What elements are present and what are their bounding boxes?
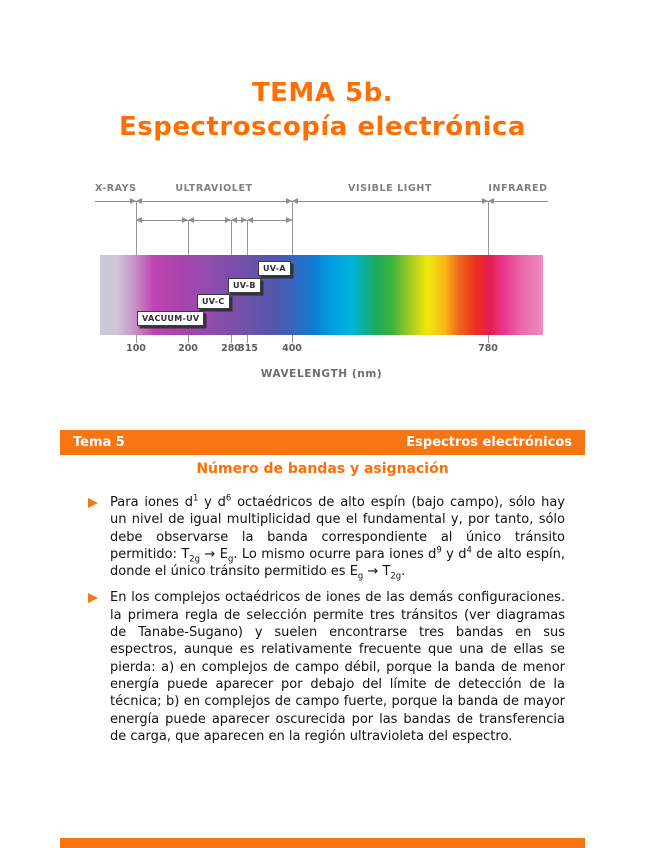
section-heading: Número de bandas y asignación xyxy=(196,461,449,477)
tick-280: 280 xyxy=(221,343,241,354)
arrowhead-icon xyxy=(188,217,194,223)
bullet-paragraph-2: En los complejos octaédricos de iones de… xyxy=(88,589,565,745)
arrowhead-icon xyxy=(136,198,142,204)
page-title-line2: Espectroscopía electrónica xyxy=(119,112,526,142)
arrowhead-icon xyxy=(488,198,494,204)
arrowhead-icon xyxy=(241,217,247,223)
region-label-infrared: INFRARED xyxy=(488,183,548,194)
region-label-xrays: X-RAYS xyxy=(95,183,137,194)
tick-200: 200 xyxy=(178,343,198,354)
bullet-triangle-icon xyxy=(88,498,98,508)
xrays-range-arrow xyxy=(95,198,136,204)
next-page-header-strip xyxy=(60,838,585,848)
page-title: TEMA 5b. Espectroscopía electrónica xyxy=(0,76,645,144)
arrowhead-icon xyxy=(182,217,188,223)
infrared-range-arrow xyxy=(488,198,548,204)
arrowhead-icon xyxy=(225,217,231,223)
arrowhead-icon xyxy=(292,198,298,204)
arrowhead-icon xyxy=(286,217,292,223)
uvc-range-arrow xyxy=(188,217,231,223)
region-label-visible: VISIBLE LIGHT xyxy=(348,183,432,194)
band-label-uv-a: UV-A xyxy=(258,261,291,276)
section-bar-left-label: Tema 5 xyxy=(73,435,125,450)
arrowhead-icon xyxy=(247,217,253,223)
bullet-text-1: Para iones d1 y d6 octaédricos de alto e… xyxy=(110,492,566,581)
section-header-bar: Tema 5 Espectros electrónicos xyxy=(60,430,585,455)
uva-range-arrow xyxy=(247,217,292,223)
tick-315: 315 xyxy=(238,343,258,354)
uvb-range-arrow xyxy=(231,217,247,223)
tick-400: 400 xyxy=(282,343,302,354)
region-label-ultraviolet: ULTRAVIOLET xyxy=(175,183,253,194)
bullet-paragraph-1: Para iones d1 y d6 octaédricos de alto e… xyxy=(88,492,566,581)
bullet-triangle-icon xyxy=(88,593,98,604)
ultraviolet-range-arrow xyxy=(136,198,292,204)
tick-780: 780 xyxy=(478,343,498,354)
arrowhead-icon xyxy=(136,217,142,223)
page-title-line1: TEMA 5b. xyxy=(251,78,394,108)
band-label-uv-b: UV-B xyxy=(228,278,261,293)
bullet-list: Para iones d1 y d6 octaédricos de alto e… xyxy=(88,492,566,754)
wavelength-axis-caption: WAVELENGTH (nm) xyxy=(260,368,383,380)
arrowhead-icon xyxy=(130,198,136,204)
bullet-text-2: En los complejos octaédricos de iones de… xyxy=(110,590,565,744)
band-label-uv-c: UV-C xyxy=(197,294,230,309)
arrowhead-icon xyxy=(231,217,237,223)
spectrum-diagram: X-RAYS ULTRAVIOLET VISIBLE LIGHT INFRARE… xyxy=(95,183,548,393)
arrowhead-icon xyxy=(482,198,488,204)
section-bar-right-label: Espectros electrónicos xyxy=(406,435,572,450)
tick-100: 100 xyxy=(126,343,146,354)
band-label-vacuum-uv: VACUUM-UV xyxy=(137,311,205,326)
arrowhead-icon xyxy=(286,198,292,204)
vacuum-uv-range-arrow xyxy=(136,217,188,223)
visible-range-arrow xyxy=(292,198,488,204)
